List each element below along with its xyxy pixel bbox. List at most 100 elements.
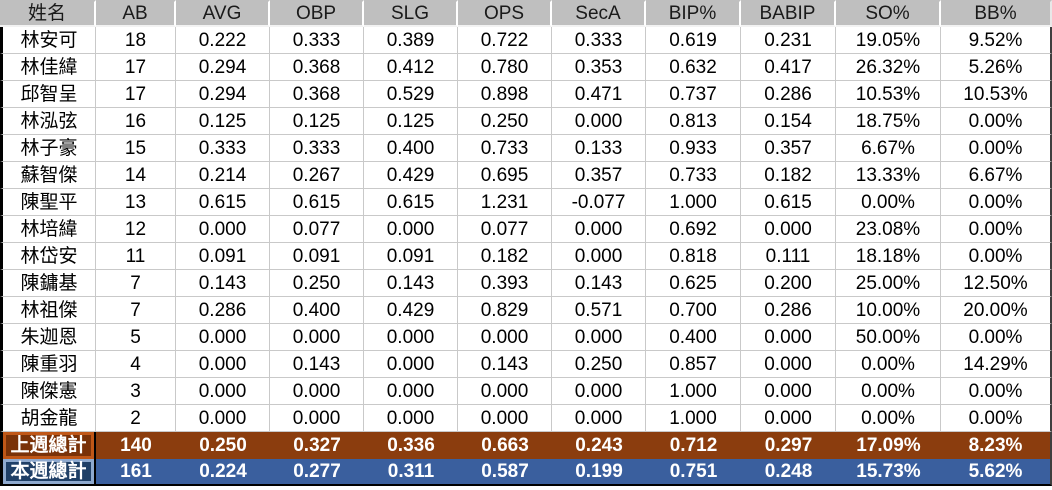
- stat-cell: 0.091: [364, 243, 458, 270]
- stat-cell: 0.357: [741, 135, 836, 162]
- stat-cell: 0.286: [741, 297, 836, 324]
- stat-cell: 0.000: [176, 378, 270, 405]
- column-header: AB: [96, 0, 176, 27]
- stat-cell: 4: [96, 351, 176, 378]
- stat-cell: 0.000: [741, 351, 836, 378]
- stat-cell: 0.857: [646, 351, 741, 378]
- total-stat-cell: 0.587: [458, 459, 552, 486]
- player-name-cell: 蘇智傑: [0, 162, 96, 189]
- stat-cell: 0.368: [270, 54, 364, 81]
- total-row: 上週總計 140 0.250 0.327 0.336 0.663 0.243 0.712 0.2…: [0, 432, 1052, 459]
- stat-cell: 13.33%: [836, 162, 941, 189]
- stat-cell: 0.143: [458, 351, 552, 378]
- stat-cell: 0.00%: [941, 324, 1052, 351]
- stat-cell: 0.00%: [836, 189, 941, 216]
- stat-cell: 0.250: [270, 270, 364, 297]
- stat-cell: 0.412: [364, 54, 458, 81]
- stat-cell: 5: [96, 324, 176, 351]
- total-stat-cell: 0.277: [270, 459, 364, 486]
- total-stat-cell: 0.751: [646, 459, 741, 486]
- stat-cell: 18.18%: [836, 243, 941, 270]
- player-row: 林佳緯 17 0.294 0.368 0.412 0.780 0.353 0.632 0.417…: [0, 54, 1052, 81]
- player-row: 朱迦恩 5 0.000 0.000 0.000 0.000 0.000 0.400 0.000 5…: [0, 324, 1052, 351]
- stat-cell: 0.000: [176, 324, 270, 351]
- stat-cell: 0.529: [364, 81, 458, 108]
- stat-cell: 0.00%: [941, 405, 1052, 432]
- stat-cell: 0.143: [270, 351, 364, 378]
- stat-cell: 17: [96, 54, 176, 81]
- stat-cell: 0.000: [270, 324, 364, 351]
- stat-cell: 0.125: [364, 108, 458, 135]
- stat-cell: 0.091: [176, 243, 270, 270]
- stat-cell: -0.077: [552, 189, 646, 216]
- stat-cell: 0.000: [176, 216, 270, 243]
- stat-cell: 0.000: [741, 378, 836, 405]
- stat-cell: 0.000: [364, 378, 458, 405]
- player-name-cell: 林安可: [0, 27, 96, 54]
- stat-cell: 0.182: [741, 162, 836, 189]
- player-row: 陳傑憲 3 0.000 0.000 0.000 0.000 0.000 1.000 0.000 0…: [0, 378, 1052, 405]
- totals-table-body: 上週總計 140 0.250 0.327 0.336 0.663 0.243 0.712 0.2…: [0, 432, 1052, 486]
- stat-cell: 0.333: [552, 27, 646, 54]
- column-header: SO%: [836, 0, 941, 27]
- stat-cell: 0.333: [270, 27, 364, 54]
- stat-cell: 0.393: [458, 270, 552, 297]
- stat-cell: 0.000: [741, 405, 836, 432]
- stat-cell: 25.00%: [836, 270, 941, 297]
- stat-cell: 0.632: [646, 54, 741, 81]
- stat-cell: 7: [96, 270, 176, 297]
- stat-cell: 1.231: [458, 189, 552, 216]
- player-row: 林泓弦 16 0.125 0.125 0.125 0.250 0.000 0.813 0.154…: [0, 108, 1052, 135]
- stat-cell: 0.222: [176, 27, 270, 54]
- stat-cell: 20.00%: [941, 297, 1052, 324]
- player-row: 陳聖平 13 0.615 0.615 0.615 1.231 -0.077 1.000 0.61…: [0, 189, 1052, 216]
- stat-cell: 0.267: [270, 162, 364, 189]
- stat-cell: 6.67%: [836, 135, 941, 162]
- stat-cell: 0.00%: [836, 378, 941, 405]
- stat-cell: 0.429: [364, 162, 458, 189]
- total-stat-cell: 15.73%: [836, 459, 941, 486]
- stat-cell: 0.143: [176, 270, 270, 297]
- stat-cell: 12: [96, 216, 176, 243]
- stat-cell: 0.000: [741, 324, 836, 351]
- total-stat-cell: 0.663: [458, 432, 552, 459]
- total-stat-cell: 17.09%: [836, 432, 941, 459]
- stat-cell: 0.700: [646, 297, 741, 324]
- stat-cell: 10.53%: [941, 81, 1052, 108]
- stat-cell: 0.000: [552, 108, 646, 135]
- total-stat-cell: 0.712: [646, 432, 741, 459]
- stat-cell: 0.125: [176, 108, 270, 135]
- stat-cell: 0.125: [270, 108, 364, 135]
- stat-cell: 18.75%: [836, 108, 941, 135]
- total-stat-cell: 140: [96, 432, 176, 459]
- stat-cell: 9.52%: [941, 27, 1052, 54]
- stat-cell: 17: [96, 81, 176, 108]
- stat-cell: 0.000: [364, 324, 458, 351]
- stat-cell: 0.368: [270, 81, 364, 108]
- total-stat-cell: 161: [96, 459, 176, 486]
- stat-cell: 0.294: [176, 54, 270, 81]
- stat-cell: 0.733: [646, 162, 741, 189]
- player-name-cell: 朱迦恩: [0, 324, 96, 351]
- stat-cell: 3: [96, 378, 176, 405]
- player-name-cell: 林培緯: [0, 216, 96, 243]
- total-row: 本週總計 161 0.224 0.277 0.311 0.587 0.199 0.751 0.2…: [0, 459, 1052, 486]
- stat-cell: 6.67%: [941, 162, 1052, 189]
- player-name-cell: 胡金龍: [0, 405, 96, 432]
- total-label-cell: 上週總計: [0, 432, 96, 459]
- player-row: 林岱安 11 0.091 0.091 0.091 0.182 0.000 0.818 0.111…: [0, 243, 1052, 270]
- stat-cell: 0.000: [458, 405, 552, 432]
- stat-cell: 0.722: [458, 27, 552, 54]
- stat-cell: 0.625: [646, 270, 741, 297]
- player-name-cell: 邱智呈: [0, 81, 96, 108]
- stat-cell: 0.898: [458, 81, 552, 108]
- stat-cell: 50.00%: [836, 324, 941, 351]
- stat-cell: 0.429: [364, 297, 458, 324]
- stat-cell: 0.200: [741, 270, 836, 297]
- stat-cell: 0.000: [552, 324, 646, 351]
- stat-cell: 0.333: [270, 135, 364, 162]
- stat-cell: 0.000: [364, 405, 458, 432]
- stat-cell: 0.000: [552, 243, 646, 270]
- stat-cell: 26.32%: [836, 54, 941, 81]
- total-stat-cell: 0.297: [741, 432, 836, 459]
